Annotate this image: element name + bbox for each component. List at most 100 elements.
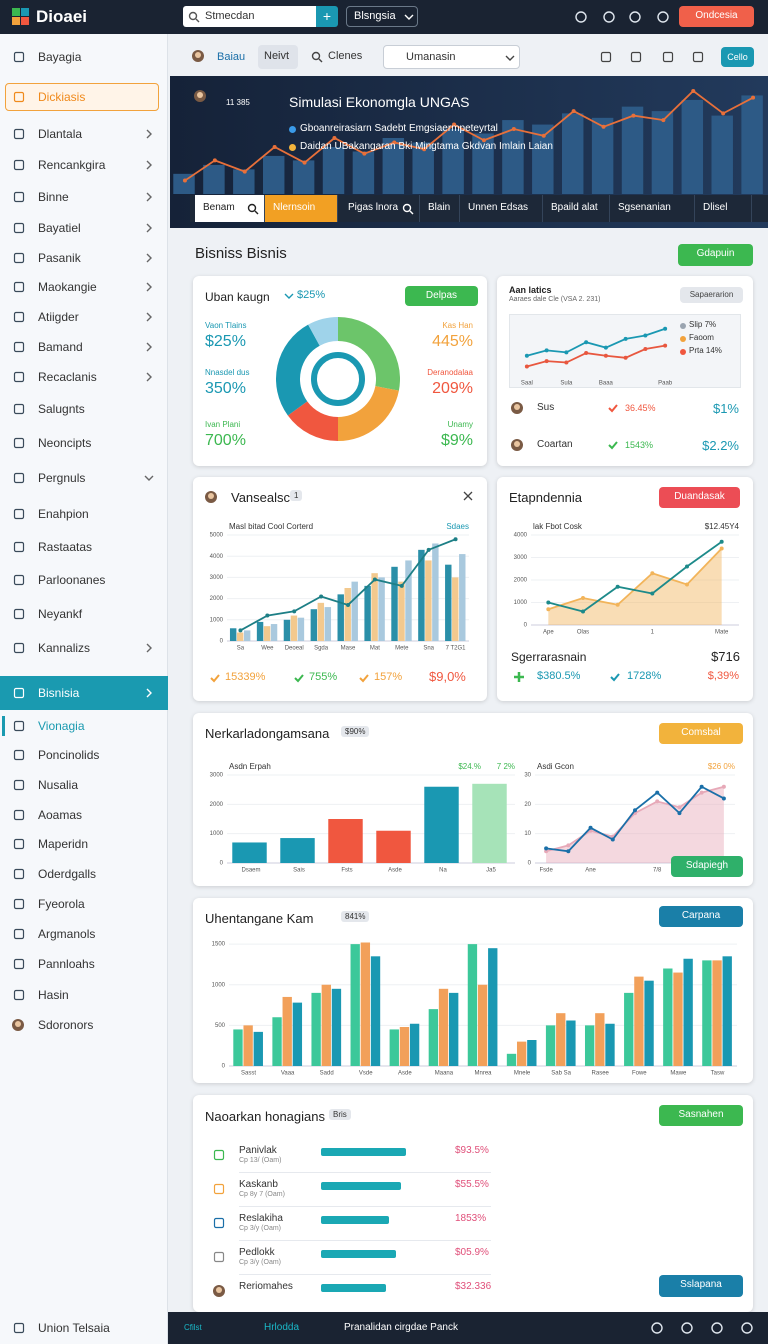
nav-item[interactable]: Neyankf — [38, 607, 83, 621]
check — [210, 674, 220, 683]
bar — [472, 133, 494, 194]
chart-title: Asdn Erpah — [229, 762, 271, 771]
search-box[interactable]: Stmecdan — [183, 6, 316, 27]
box-icon — [13, 779, 25, 791]
nav-item[interactable]: Pannloahs — [38, 957, 95, 971]
nav-item[interactable]: Oderdgalls — [38, 867, 97, 881]
hero-tab[interactable]: Dlisel — [695, 195, 752, 222]
hero-tab[interactable]: Unnen Edsas — [460, 195, 543, 222]
bar — [350, 944, 360, 1066]
progress — [321, 1148, 406, 1156]
nav-item[interactable]: Rastaatas — [38, 540, 93, 554]
handle — [195, 18, 200, 23]
card-button[interactable]: Carpana — [659, 906, 743, 927]
plus — [514, 672, 524, 682]
nav-item[interactable]: Poncinolids — [38, 748, 100, 762]
row-name: Sus — [537, 402, 555, 413]
bar — [233, 169, 255, 194]
hero-tab-label: Unnen Edsas — [468, 202, 529, 213]
card-button[interactable]: Sdapiegh — [671, 856, 743, 877]
bar — [283, 619, 291, 641]
nav-item[interactable]: Parloonanes — [38, 573, 106, 587]
nav-item[interactable]: Argmanols — [38, 927, 96, 941]
nav-item[interactable]: Neoncipts — [38, 436, 92, 450]
box-icon — [13, 574, 25, 586]
nav-item[interactable]: Rencankgira — [38, 158, 106, 172]
nav-item[interactable]: Aoamas — [38, 808, 83, 822]
square — [13, 128, 25, 140]
footer-icon — [711, 1322, 723, 1334]
x-tick-label: Ja5 — [486, 868, 496, 874]
stat-value: 700% — [205, 432, 246, 449]
nav-item[interactable]: Dlantala — [38, 127, 83, 141]
y-tick-label: 10 — [524, 831, 531, 837]
nav-item[interactable]: Bamand — [38, 340, 83, 354]
bar — [644, 980, 654, 1066]
nav-item[interactable]: Fyeorola — [38, 897, 85, 911]
nav-item[interactable]: Pasanik — [38, 251, 81, 265]
chevron — [404, 14, 414, 20]
bar — [378, 577, 385, 641]
bar — [459, 554, 466, 641]
hero-tab[interactable]: Bpaild alat — [543, 195, 610, 222]
stat-value: $25% — [205, 333, 246, 350]
bar — [321, 984, 331, 1066]
card-button[interactable]: Sasnahen — [659, 1105, 743, 1126]
hero-tab[interactable]: Benam — [195, 195, 265, 222]
square — [13, 51, 25, 63]
card-button[interactable]: Duandasak — [659, 487, 740, 508]
nav-item[interactable]: Hasin — [38, 988, 69, 1002]
card-button[interactable]: Delpas — [405, 286, 478, 306]
section-button[interactable]: Gdapuin — [678, 244, 753, 266]
nav-item[interactable]: Vionagia — [38, 719, 85, 733]
square — [13, 608, 25, 620]
card-button[interactable]: Comsbal — [659, 723, 743, 744]
donut-segment — [276, 324, 320, 416]
tab[interactable]: Neivt — [258, 45, 298, 69]
nav-item[interactable]: Maokangie — [38, 280, 97, 294]
chart: lak Fbot Cosk $12.45Y4 0 1000 2000 3000 4000 Ap… — [514, 522, 740, 635]
nav-item[interactable]: Bayagia — [38, 50, 82, 64]
card-button[interactable]: Sapaerarion — [680, 287, 743, 303]
hero-tab[interactable]: Pigas lnora — [340, 195, 420, 222]
dropdown[interactable]: Blsngsia — [346, 6, 418, 27]
bar — [262, 155, 285, 194]
nav-item[interactable]: Dickiasis — [38, 90, 86, 104]
footer-link[interactable]: Hrlodda — [264, 1322, 300, 1333]
nav-item[interactable]: Maperidn — [38, 837, 89, 851]
nav-item[interactable]: Binne — [38, 190, 69, 204]
row-value: $93.5% — [455, 1145, 489, 1156]
stat-value: 1728% — [627, 670, 662, 682]
nav-item[interactable]: Nusalia — [38, 778, 79, 792]
bar — [270, 624, 278, 641]
tab[interactable]: Clenes — [306, 45, 376, 69]
nav-item[interactable]: Bisnisia — [38, 686, 80, 700]
nav-item[interactable]: Kannalizs — [38, 641, 91, 655]
bar — [425, 560, 432, 641]
x-tick-label: Sa — [237, 646, 245, 652]
nav-item[interactable]: Atiigder — [38, 310, 79, 324]
bar — [561, 113, 584, 194]
square — [13, 541, 25, 553]
hero-tab[interactable]: Sgsenanian — [610, 195, 695, 222]
chev-icon — [146, 192, 152, 202]
y-tick-label: 30 — [524, 773, 531, 779]
tab[interactable]: Umanasin — [383, 45, 520, 69]
square — [13, 779, 25, 791]
hero-tab[interactable]: Blain — [420, 195, 460, 222]
bar — [203, 164, 225, 194]
nav-item[interactable]: Salugnts — [38, 402, 85, 416]
action-button[interactable]: Ondcesia — [679, 6, 754, 27]
nav-item[interactable]: Bayatiel — [38, 221, 81, 235]
card-button[interactable]: Sslapana — [659, 1275, 743, 1297]
nav-item[interactable]: Pergnuls — [38, 471, 86, 485]
hero-tab[interactable]: Nlernsoin — [265, 195, 338, 222]
tab-button[interactable]: Cello — [721, 47, 754, 67]
add-button[interactable]: + — [316, 6, 338, 27]
nav-item[interactable]: Sdoronors — [38, 1018, 94, 1032]
tab-label: Neivt — [264, 50, 290, 62]
nav-item[interactable]: Enahpion — [38, 507, 89, 521]
nav-item[interactable]: Recaclanis — [38, 370, 97, 384]
point — [601, 124, 606, 129]
